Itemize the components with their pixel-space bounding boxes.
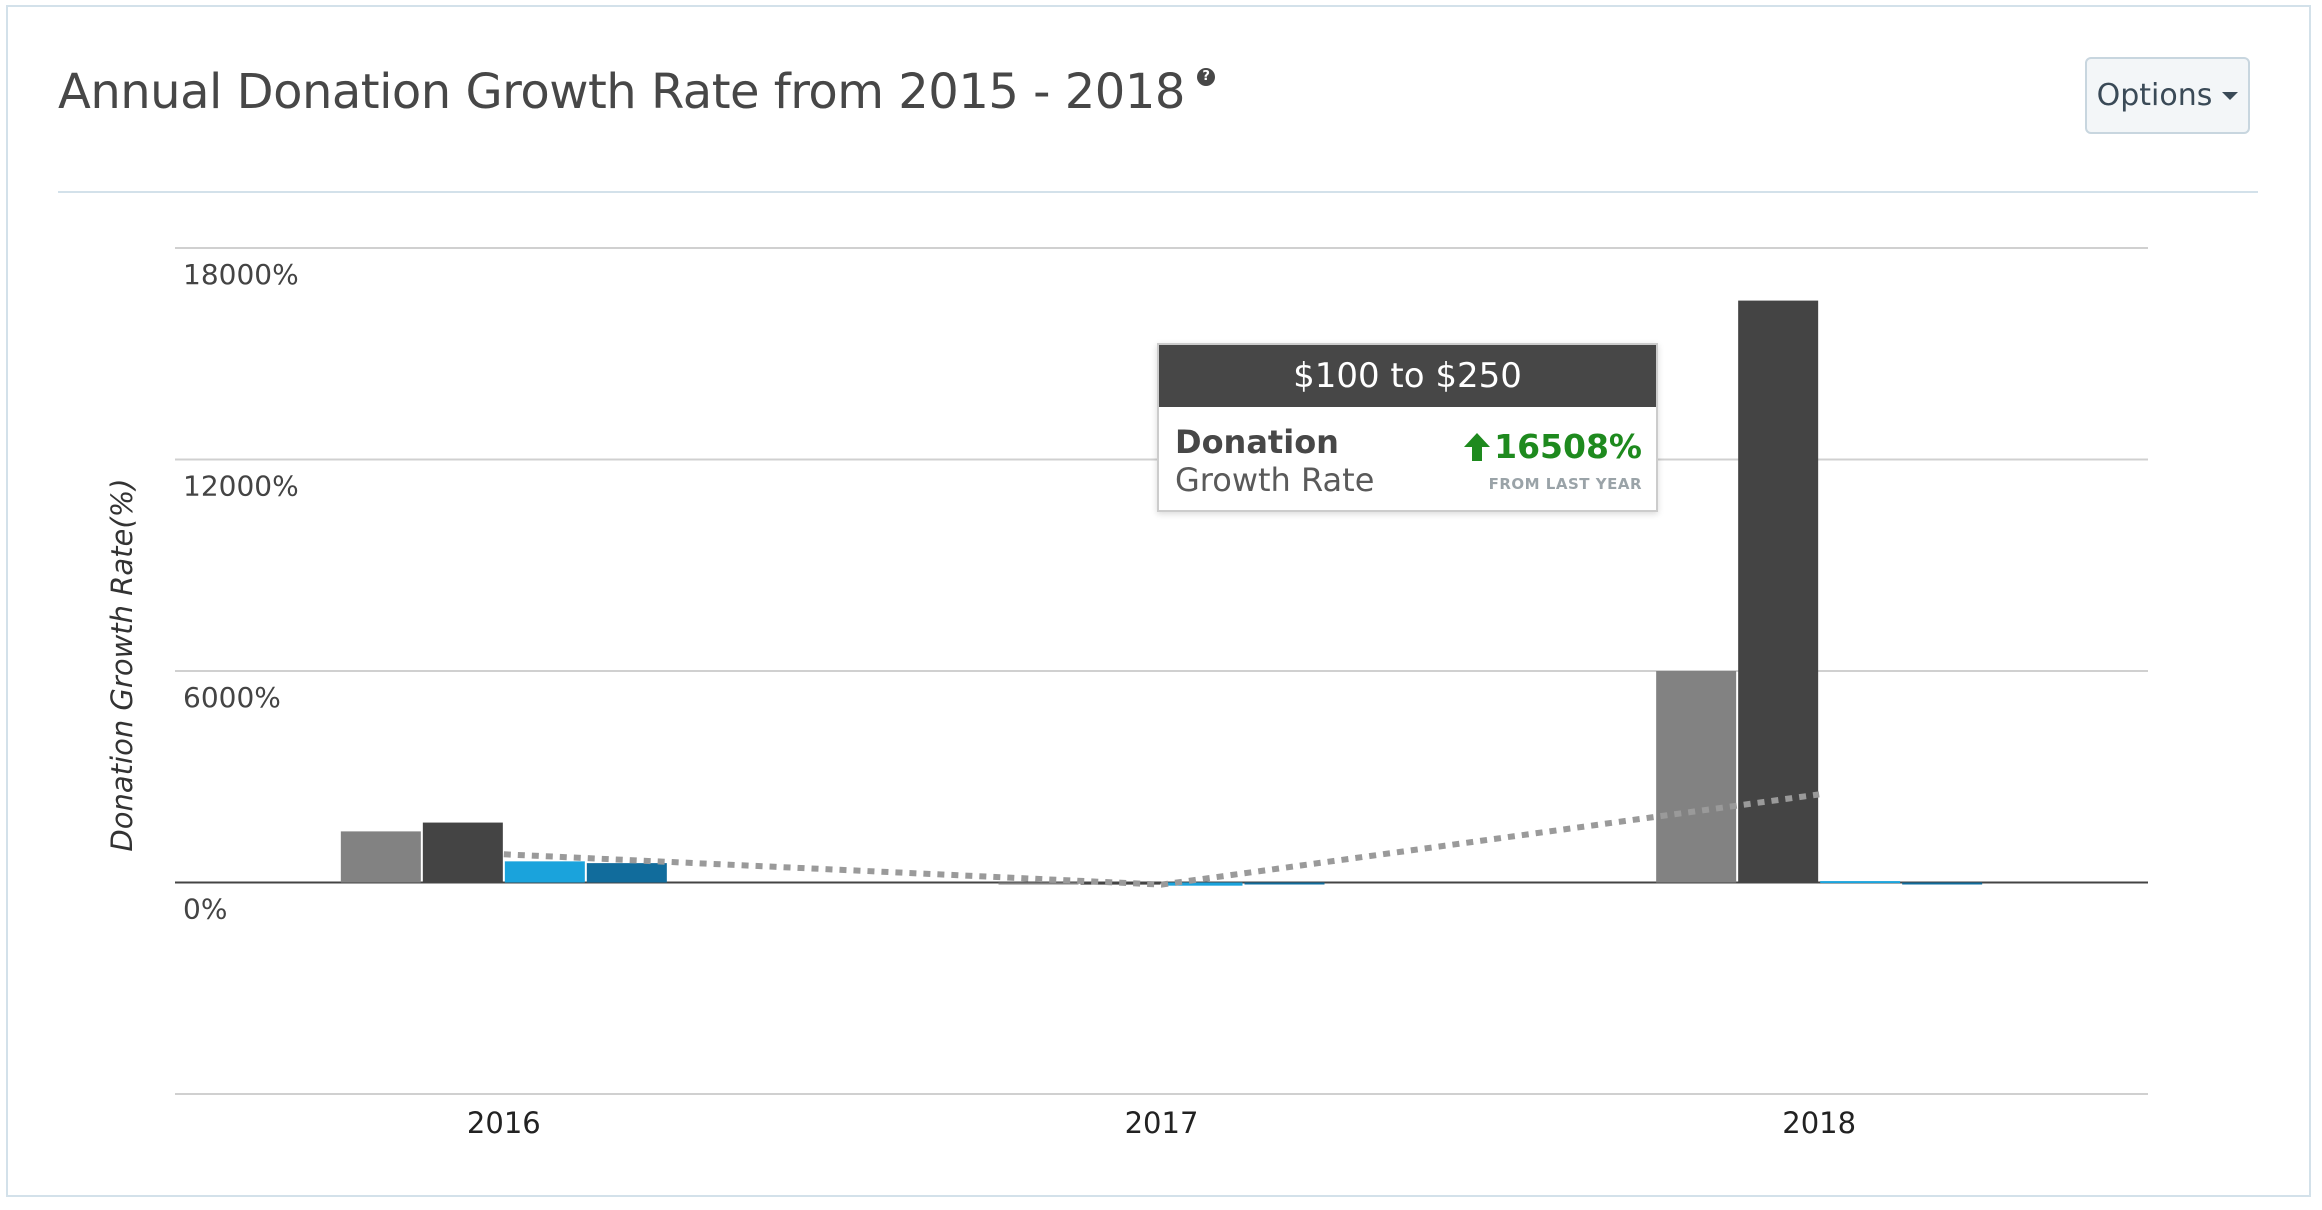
question-circle-icon[interactable]: ? <box>1196 68 1215 86</box>
y-tick-label: 0% <box>183 893 227 926</box>
caret-down-icon <box>2222 91 2239 100</box>
options-button[interactable]: Options <box>2085 57 2250 134</box>
bar <box>1162 882 1243 886</box>
y-tick-label: 6000% <box>183 681 281 714</box>
tooltip-value: 16508% <box>1462 427 1642 466</box>
tooltip-label-line1: Donation <box>1175 423 1339 461</box>
bar <box>1902 882 1983 885</box>
bar <box>1738 300 1819 883</box>
y-tick-label: 12000% <box>183 470 299 503</box>
bar <box>1656 671 1737 883</box>
tooltip-value-text: 16508% <box>1494 427 1642 466</box>
options-button-label: Options <box>2096 78 2213 113</box>
header-divider <box>58 191 2258 193</box>
bar <box>340 831 421 883</box>
chart-title-text: Annual Donation Growth Rate from 2015 - … <box>58 64 1185 120</box>
arrow-up-icon <box>1464 432 1491 461</box>
x-tick-label: 2018 <box>1782 1106 1856 1140</box>
chart-card <box>6 5 2311 1197</box>
tooltip-title: $100 to $250 <box>1159 345 1656 407</box>
bar <box>998 882 1079 885</box>
tooltip-label-line2: Growth Rate <box>1175 461 1375 499</box>
bar <box>504 861 585 883</box>
chart-title: Annual Donation Growth Rate from 2015 - … <box>58 64 1215 120</box>
x-tick-label: 2017 <box>1125 1106 1199 1140</box>
bar <box>422 822 503 883</box>
y-axis-title: Donation Growth Rate(%) <box>105 478 139 851</box>
chart-tooltip: $100 to $250 Donation Growth Rate 16508%… <box>1157 343 1658 512</box>
bar <box>1244 882 1325 885</box>
trend-line <box>503 791 1820 888</box>
bar <box>1820 881 1901 884</box>
bar <box>586 863 667 883</box>
tooltip-subtext: FROM LAST YEAR <box>1488 475 1642 493</box>
y-tick-label: 18000% <box>183 258 299 291</box>
x-tick-label: 2016 <box>467 1106 541 1140</box>
